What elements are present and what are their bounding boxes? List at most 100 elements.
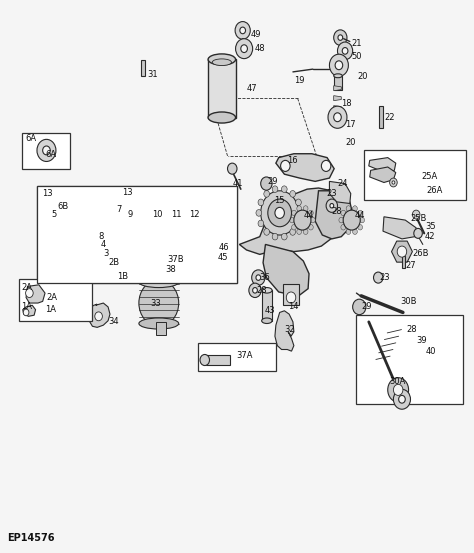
- Text: 29: 29: [268, 177, 278, 186]
- Circle shape: [374, 272, 383, 283]
- Text: 6B: 6B: [58, 202, 69, 211]
- Text: 2A: 2A: [46, 293, 57, 302]
- Circle shape: [253, 288, 257, 293]
- Circle shape: [397, 246, 407, 257]
- Text: 1B: 1B: [118, 272, 128, 281]
- Circle shape: [256, 275, 261, 280]
- Polygon shape: [370, 167, 396, 182]
- Circle shape: [140, 202, 159, 224]
- Circle shape: [146, 208, 153, 217]
- Text: 39: 39: [416, 336, 427, 345]
- Polygon shape: [156, 250, 179, 268]
- Text: 19: 19: [294, 76, 304, 85]
- Bar: [19, 279, 92, 321]
- Circle shape: [96, 239, 103, 248]
- Circle shape: [249, 283, 261, 298]
- Ellipse shape: [334, 74, 342, 78]
- Text: 8: 8: [99, 232, 104, 241]
- Circle shape: [26, 289, 33, 298]
- Text: 6A: 6A: [25, 134, 36, 143]
- Text: 44: 44: [303, 211, 314, 220]
- Text: 18: 18: [341, 100, 352, 108]
- Circle shape: [334, 30, 347, 45]
- Bar: [262, 290, 272, 321]
- Circle shape: [236, 39, 253, 59]
- Circle shape: [296, 220, 301, 227]
- Circle shape: [101, 257, 109, 265]
- Text: 15: 15: [274, 196, 284, 205]
- Polygon shape: [44, 210, 56, 222]
- Bar: [283, 284, 299, 305]
- Ellipse shape: [139, 318, 179, 329]
- Polygon shape: [315, 191, 353, 239]
- Text: 41: 41: [232, 179, 243, 188]
- Circle shape: [409, 349, 424, 367]
- Circle shape: [399, 395, 405, 403]
- Text: 14: 14: [288, 302, 299, 311]
- Circle shape: [405, 324, 412, 331]
- Text: 43: 43: [264, 306, 275, 315]
- Circle shape: [252, 270, 265, 285]
- Polygon shape: [239, 188, 344, 254]
- Text: 2A: 2A: [21, 283, 32, 292]
- Bar: [206, 355, 230, 365]
- Circle shape: [353, 299, 366, 315]
- Text: 26A: 26A: [427, 186, 443, 195]
- Polygon shape: [334, 106, 341, 111]
- Circle shape: [182, 208, 190, 217]
- Polygon shape: [88, 303, 110, 327]
- Circle shape: [264, 191, 270, 197]
- Circle shape: [235, 22, 250, 39]
- Circle shape: [176, 202, 195, 224]
- Circle shape: [393, 384, 403, 395]
- Text: 30A: 30A: [390, 377, 406, 386]
- Bar: [356, 315, 463, 404]
- Text: 38: 38: [165, 265, 176, 274]
- Circle shape: [413, 355, 419, 362]
- Polygon shape: [156, 261, 179, 279]
- Bar: [37, 186, 237, 283]
- Text: 1A: 1A: [45, 305, 56, 314]
- Polygon shape: [334, 86, 341, 91]
- Circle shape: [411, 177, 421, 188]
- Circle shape: [23, 309, 29, 316]
- Text: 47: 47: [246, 84, 257, 93]
- Circle shape: [71, 226, 82, 239]
- Circle shape: [358, 225, 363, 230]
- Circle shape: [310, 217, 315, 223]
- Bar: [198, 343, 276, 371]
- Circle shape: [164, 208, 172, 217]
- Text: 7: 7: [116, 205, 121, 213]
- Text: 23: 23: [379, 273, 390, 282]
- Circle shape: [258, 199, 264, 206]
- Circle shape: [297, 229, 301, 234]
- Ellipse shape: [262, 288, 272, 293]
- Text: 26B: 26B: [412, 249, 429, 258]
- Circle shape: [412, 210, 420, 219]
- Polygon shape: [275, 311, 294, 351]
- Text: 11: 11: [171, 210, 181, 219]
- Polygon shape: [26, 285, 45, 303]
- Ellipse shape: [212, 59, 231, 66]
- Ellipse shape: [262, 318, 272, 324]
- Circle shape: [339, 217, 344, 223]
- Circle shape: [329, 54, 348, 76]
- Text: 22: 22: [384, 113, 394, 122]
- Circle shape: [392, 181, 395, 184]
- Polygon shape: [334, 96, 341, 101]
- Circle shape: [296, 199, 301, 206]
- Text: 25B: 25B: [410, 214, 427, 223]
- Circle shape: [195, 259, 205, 272]
- Circle shape: [414, 180, 418, 185]
- Circle shape: [37, 139, 56, 161]
- Circle shape: [326, 199, 337, 212]
- Ellipse shape: [208, 112, 236, 123]
- Text: 5: 5: [51, 210, 56, 219]
- Text: 21: 21: [352, 39, 362, 48]
- Text: 37A: 37A: [236, 351, 253, 359]
- Text: 20: 20: [345, 138, 356, 147]
- Circle shape: [360, 217, 365, 223]
- Bar: [114, 190, 117, 211]
- Circle shape: [118, 202, 137, 224]
- Ellipse shape: [139, 276, 179, 288]
